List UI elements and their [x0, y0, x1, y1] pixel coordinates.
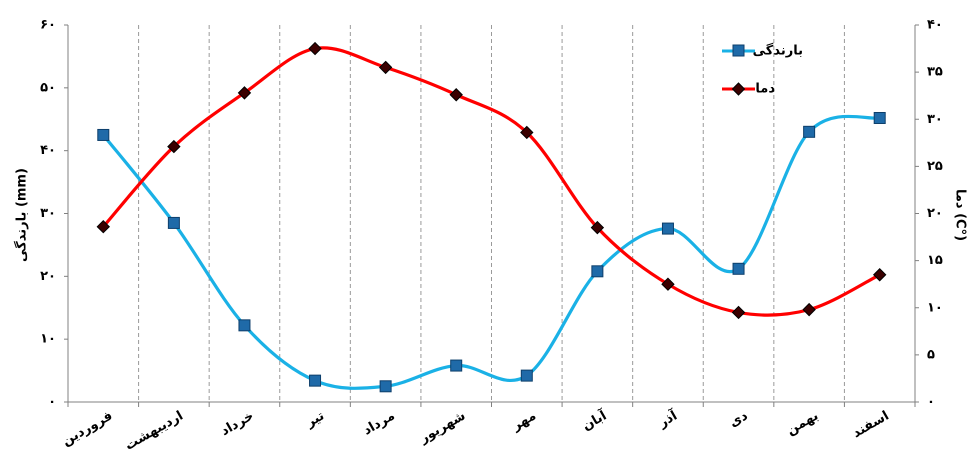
legend: بارندگی دما	[722, 43, 803, 97]
x-tick-label: مرداد	[361, 408, 398, 438]
legend-item-temperature: دما	[722, 82, 775, 97]
right-axis-title: دما (C°)	[953, 189, 968, 241]
temperature-point	[308, 41, 322, 56]
left-tick-label: ۱۰	[40, 332, 56, 347]
rainfall-point	[661, 222, 674, 235]
rainfall-point	[450, 359, 463, 372]
rainfall-point	[803, 125, 816, 138]
left-tick-label: ۳۰	[40, 206, 56, 221]
series-line-rainfall	[101, 114, 882, 390]
temperature-point	[802, 302, 816, 317]
legend-marker-temperature	[731, 82, 746, 96]
right-tick-label: ۲۰	[927, 206, 943, 221]
left-tick-label: ۶۰	[40, 18, 56, 33]
legend-item-rainfall: بارندگی	[722, 43, 803, 59]
right-tick-label: ۲۵	[927, 159, 943, 174]
rainfall-point	[379, 380, 392, 393]
right-tick-label: ۵	[927, 347, 935, 362]
temperature-point	[378, 60, 393, 75]
series-markers	[96, 41, 887, 393]
grid-lines	[138, 25, 845, 402]
temperature-point	[520, 125, 534, 140]
temperature-point	[167, 139, 181, 154]
rainfall-point	[591, 265, 604, 278]
right-tick-label: ۳۵	[927, 65, 943, 80]
temperature-point	[731, 305, 746, 320]
rainfall-point	[873, 111, 886, 124]
right-tick-label: ۱۵	[927, 253, 943, 268]
legend-marker-rainfall	[732, 44, 745, 57]
rainfall-point	[520, 369, 533, 382]
x-tick-label: فروردین	[60, 408, 115, 449]
left-tick-label: ۲۰	[40, 269, 56, 284]
rainfall-point	[167, 216, 180, 229]
rainfall-point	[97, 128, 110, 141]
temperature-point	[237, 86, 252, 100]
right-axis-ticks: ۰ ۵ ۱۰ ۱۵ ۲۰ ۲۵ ۳۰ ۳۵ ۴۰	[915, 18, 943, 410]
legend-label-temperature: دما	[755, 82, 775, 97]
x-tick-label: تیر	[303, 408, 327, 431]
right-tick-label: ۰	[927, 395, 935, 410]
x-tick-label: آبان	[579, 406, 610, 434]
legend-label-rainfall: بارندگی	[753, 43, 803, 59]
left-axis-ticks: ۰ ۱۰ ۲۰ ۳۰ ۴۰ ۵۰ ۶۰	[40, 18, 68, 410]
x-axis-ticks: فروردین اردیبهشت خرداد تیر مرداد شهریور مهر آبا…	[60, 402, 916, 454]
right-tick-label: ۳۰	[927, 112, 943, 127]
rainfall-point	[732, 262, 745, 275]
left-tick-label: ۵۰	[40, 80, 56, 95]
temperature-point	[661, 277, 675, 291]
x-tick-label: مهر	[509, 408, 539, 434]
rainfall-point	[309, 374, 322, 387]
temperature-point	[449, 88, 463, 102]
right-tick-label: ۱۰	[927, 300, 943, 315]
right-tick-label: ۴۰	[927, 18, 943, 33]
x-tick-label: شهریور	[417, 408, 469, 446]
temperature-point	[873, 268, 887, 282]
x-tick-label: اسفند	[850, 408, 892, 441]
x-tick-label: خرداد	[218, 408, 256, 439]
left-tick-label: ۰	[48, 395, 56, 410]
x-tick-label: آذر	[654, 406, 680, 431]
rainfall-point	[238, 319, 251, 332]
left-tick-label: ۴۰	[40, 143, 56, 158]
temperature-point	[590, 220, 605, 235]
temperature-point	[96, 219, 110, 234]
x-tick-label: اردیبهشت	[123, 408, 186, 453]
x-tick-label: بهمن	[784, 408, 821, 438]
x-tick-label: دی	[727, 408, 751, 430]
left-axis-title: بارندگی (mm)	[14, 168, 30, 262]
